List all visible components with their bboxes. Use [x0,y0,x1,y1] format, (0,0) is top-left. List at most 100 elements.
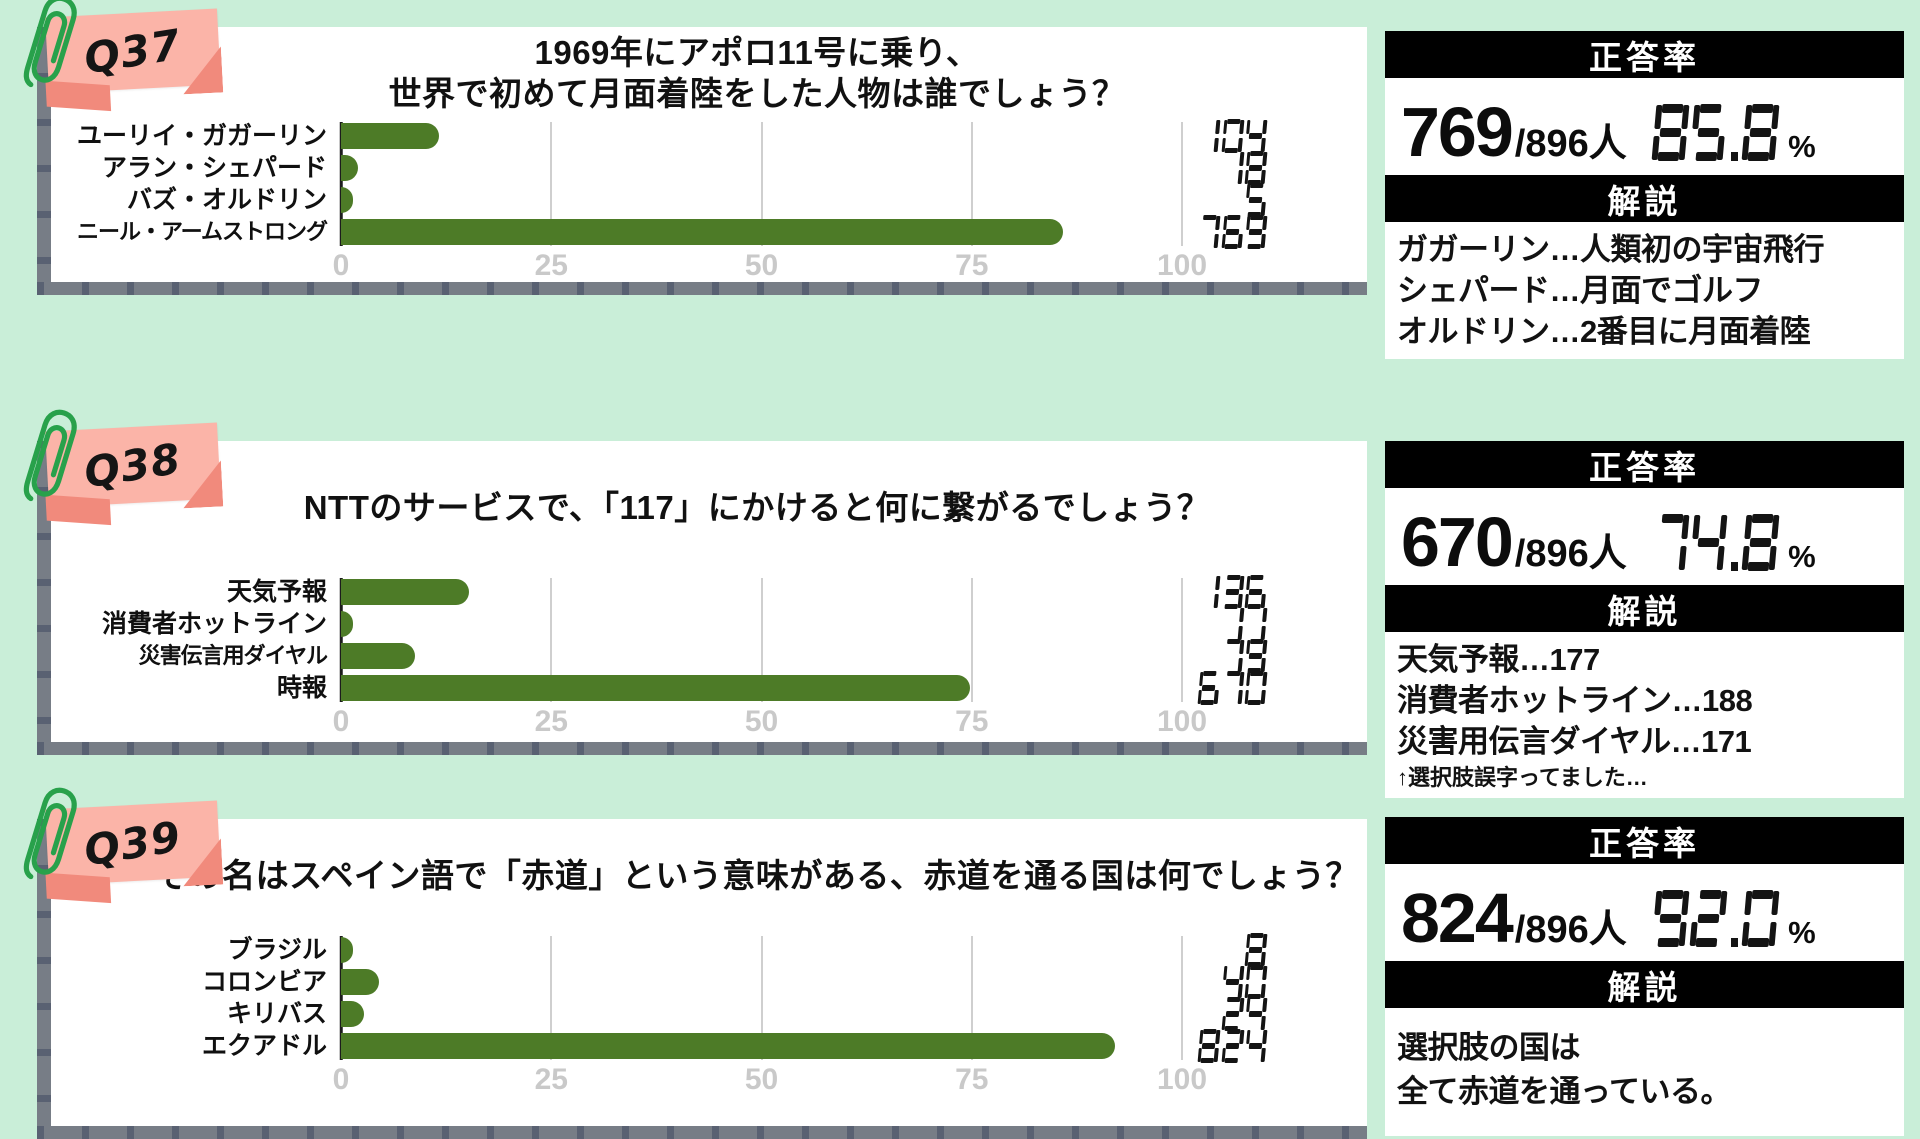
option-label: 天気予報 [226,577,327,606]
paperclip-icon [23,409,77,502]
option-bar [341,579,469,605]
question-title: NTTのサービスで、「117」にかけると何に繋がるでしょう？ [51,441,1367,576]
axis-tick: 50 [744,1063,779,1096]
option-bar [341,1033,1115,1059]
chart-panel-q37: Q37 1969年にアポロ11号に乗り、 世界で初めて月面着陸をした人物は誰でし… [23,0,1367,295]
option-bar [341,675,971,701]
axis-line [339,578,343,702]
explanation-line: シェパード…月面でゴルフ [1397,272,1764,308]
panel-edge-bottom [37,282,1367,295]
explanation-line: 災害用伝言ダイヤル…171 [1397,723,1752,759]
question-tag: Q37 [81,19,185,83]
option-value [1182,215,1267,249]
gridline-75 [970,936,973,1060]
option-value [1182,965,1267,999]
option-row: ユーリイ・ガガーリン [51,119,1367,153]
option-row: 時報 [51,671,1367,705]
result-stat: 670 /896人 % [1385,488,1904,585]
option-row: ブラジル [51,933,1367,967]
gridline-100 [1181,578,1183,702]
option-bar [341,123,439,149]
result-stat: 769 /896人 % [1385,78,1904,175]
percent-display [1651,890,1780,947]
option-label: ユーリイ・ガガーリン [76,121,327,150]
axis-line [339,936,343,1060]
option-value [1182,671,1267,705]
gridline-75 [970,122,973,246]
explanation: 天気予報…177 消費者ホットライン…188 災害用伝言ダイヤル…171 ↑選択… [1385,632,1904,798]
option-label: バズ・オルドリン [126,185,327,214]
option-label: 消費者ホットライン [101,609,327,638]
explanation-line: 消費者ホットライン…188 [1397,682,1753,718]
total-respondents: /896人 [1514,122,1627,165]
chart-gridlines [339,578,1183,702]
explanation-line: 全て赤道を通っている。 [1397,1074,1731,1110]
panel-edge-bottom [37,742,1367,755]
gridline-25 [550,936,553,1060]
chart-panel-q39: Q39 その名はスペイン語で「赤道」という意味がある、赤道を通る国は何でしょう？… [23,787,1367,1139]
gridline-75 [970,578,973,702]
result-stat: 824 /896人 % [1385,864,1904,961]
sticky-note-q39: Q39 [23,787,221,886]
explanation-header: 解説 [1385,175,1904,222]
axis-tick: 0 [332,705,350,738]
option-value [1182,639,1267,673]
chart-panel-q38: Q38 NTTのサービスで、「117」にかけると何に繋がるでしょう？ 天気予報 [23,409,1367,755]
axis-tick: 50 [744,705,779,738]
option-bar [341,937,353,963]
option-bar [341,969,379,995]
explanation: ガガーリン…人類初の宇宙飛行 シェパード…月面でゴルフ オルドリン…2番目に月面… [1385,222,1904,359]
option-label: エクアドル [201,1031,327,1060]
result-header: 正答率 [1385,817,1904,864]
sticky-note-q38: Q38 [23,409,221,508]
percent-display [1651,514,1780,571]
axis-tick: 100 [1156,249,1208,282]
axis-tick: 75 [955,705,989,738]
option-value [1182,575,1267,609]
x-axis: 0 25 50 75 100 [333,1062,1207,1096]
explanation: 選択肢の国は 全て赤道を通っている。 [1385,1008,1904,1136]
option-row: ニール・アームストロング [51,215,1367,249]
gridline-25 [550,578,553,702]
option-label: ブラジル [227,935,327,964]
quiz-row-q38: Q38 NTTのサービスで、「117」にかけると何に繋がるでしょう？ 天気予報 [23,409,1920,798]
axis-tick: 25 [534,249,568,282]
percent-unit: % [1788,914,1816,950]
option-label: 災害伝言用ダイヤル [138,643,328,668]
option-bar [341,155,358,181]
axis-tick: 50 [744,249,779,282]
chart-gridlines [339,936,1183,1060]
question-title: その名はスペイン語で「赤道」という意味がある、赤道を通る国は何でしょう？ [51,819,1367,934]
total-respondents: /896人 [1514,908,1627,951]
axis-tick: 25 [534,705,568,738]
gridline-50 [760,936,763,1060]
option-value [1182,1029,1267,1063]
axis-tick: 100 [1156,705,1208,738]
gridline-50 [760,578,763,702]
axis-tick: 0 [332,1063,350,1096]
option-row: アラン・シェパード [51,151,1367,185]
result-panel-q38: 正答率 670 /896人 % 解説 天気予報…177 消費者ホットライン…18… [1385,441,1904,798]
option-value [1182,997,1267,1031]
percent-unit: % [1788,538,1816,574]
result-panel-q37: 正答率 769 /896人 % 解説 ガガーリン…人類初の宇宙飛行 シェパード…… [1385,31,1904,359]
option-value [1182,933,1267,967]
bar-chart: 天気予報 消費者ホットライン 災害伝言用ダイヤル 時報 [51,575,1367,705]
gridline-100 [1181,122,1183,246]
paperclip-icon [23,787,77,880]
explanation-line: オルドリン…2番目に月面着陸 [1397,313,1811,349]
sticky-note-q37: Q37 [23,0,221,94]
option-bar [341,611,353,637]
option-row: 天気予報 [51,575,1367,609]
option-row: エクアドル [51,1029,1367,1063]
chart-gridlines [339,122,1183,246]
explanation-note: ↑選択肢誤字ってました… [1397,764,1648,790]
explanation-header: 解説 [1385,585,1904,632]
gridline-50 [760,122,763,246]
option-value [1182,183,1267,217]
total-respondents: /896人 [1514,532,1627,575]
option-value [1182,151,1267,185]
explanation-header: 解説 [1385,961,1904,1008]
x-axis: 0 25 50 75 100 [333,704,1207,738]
question-title-line: その名はスペイン語で「赤道」という意味がある、赤道を通る国は何でしょう？ [155,857,1359,895]
